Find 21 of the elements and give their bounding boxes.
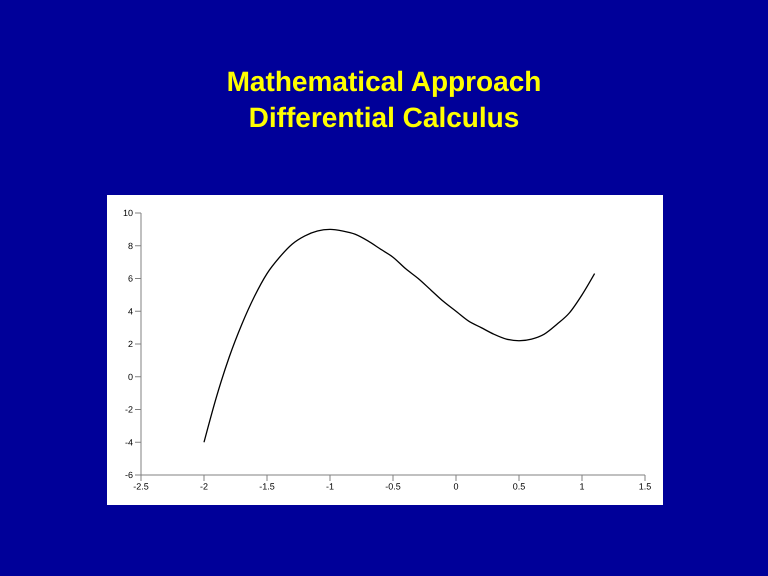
x-tick-label: -1.5 xyxy=(259,481,275,492)
x-tick-label: -2.5 xyxy=(133,481,149,492)
x-tick-label: 0 xyxy=(453,481,459,492)
y-tick-label: 8 xyxy=(128,240,133,251)
y-tick-label: 2 xyxy=(128,339,133,350)
x-tick-label: 0.5 xyxy=(512,481,526,492)
y-tick-label: 0 xyxy=(128,372,133,382)
y-tick-label: 6 xyxy=(128,274,133,284)
y-tick-label: 10 xyxy=(122,208,133,218)
x-tick-label: -1 xyxy=(326,481,334,492)
x-tick-label: 1 xyxy=(579,481,585,492)
line-series xyxy=(203,228,596,443)
x-tick-label: -0.5 xyxy=(385,481,401,492)
chart-subtitle: Differential Calculus xyxy=(248,101,520,135)
x-tick-label: 1.5 xyxy=(638,481,652,492)
y-tick-label: -2 xyxy=(124,404,133,415)
y-tick-label: -4 xyxy=(124,437,133,448)
chart-title: Mathematical Approach xyxy=(226,65,542,99)
x-tick-label: -2 xyxy=(200,481,208,492)
y-tick-label: -6 xyxy=(124,470,133,480)
y-tick-label: 4 xyxy=(128,306,133,316)
